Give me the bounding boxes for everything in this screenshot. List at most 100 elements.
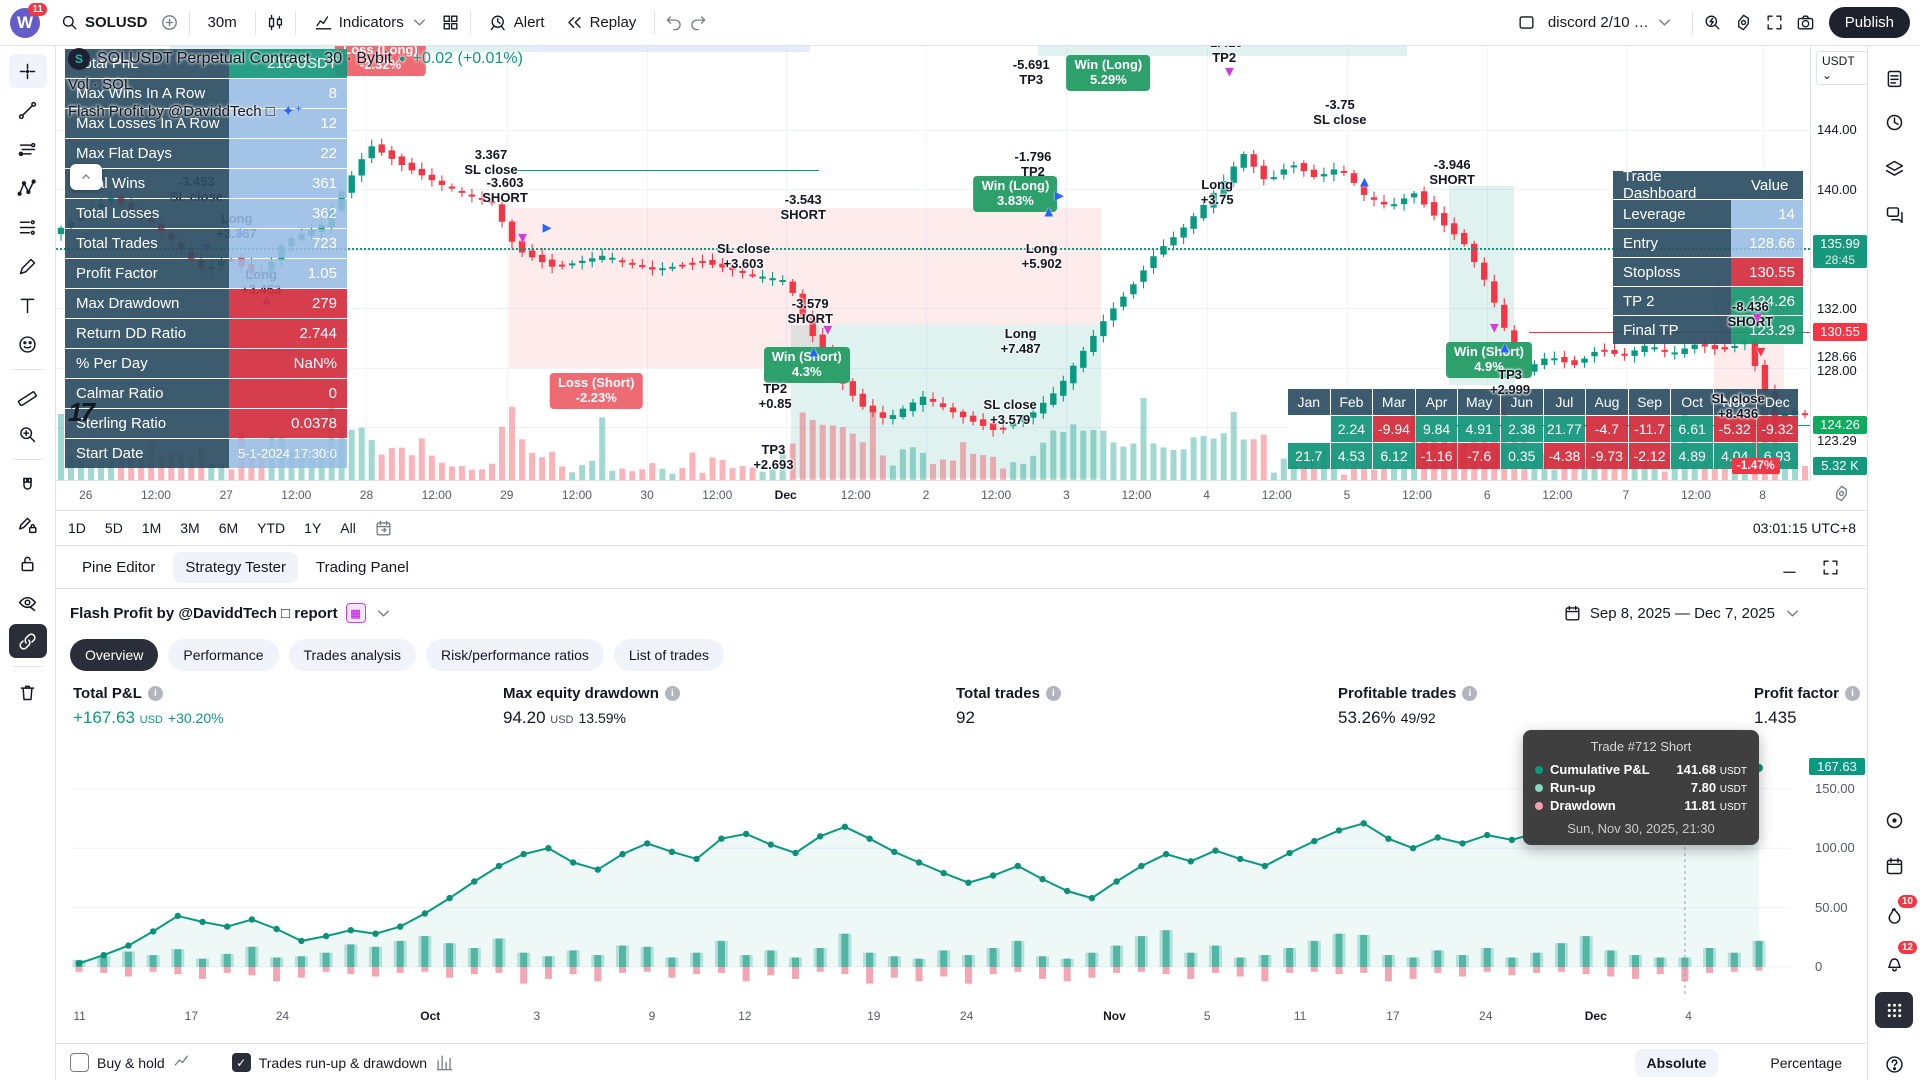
indicators-button[interactable]: Indicators bbox=[306, 8, 437, 37]
dashboard-value: 123.29 bbox=[1731, 316, 1803, 344]
strategy-legend[interactable]: Flash Profit by @DaviddTech □ ✦⁺ bbox=[68, 102, 303, 121]
indicator-templates-icon[interactable] bbox=[441, 13, 460, 32]
subtab-performance[interactable]: Performance bbox=[168, 639, 279, 671]
tab-pine-editor[interactable]: Pine Editor bbox=[82, 558, 156, 576]
symbol-legend[interactable]: S SOLUSDT Perpetual Contract · 30 · Bybi… bbox=[68, 48, 523, 70]
candles-style-icon[interactable] bbox=[266, 13, 285, 32]
range-1y[interactable]: 1Y bbox=[304, 520, 322, 536]
legend-collapse-button[interactable] bbox=[70, 164, 102, 190]
clock-label[interactable]: 03:01:15 UTC+8 bbox=[1752, 520, 1856, 536]
ai-sparkle-icon[interactable]: ✦⁺ bbox=[281, 103, 303, 120]
chevron-down-icon[interactable] bbox=[374, 604, 393, 623]
crosshair-tool[interactable] bbox=[8, 54, 47, 88]
info-icon[interactable]: i bbox=[1462, 686, 1478, 701]
drawing-pencil-lock-tool[interactable] bbox=[9, 507, 47, 541]
dashboard-value-header: Value bbox=[1736, 171, 1803, 199]
trades-runup-toggle[interactable]: ✓ Trades run-up & drawdown bbox=[231, 1053, 454, 1072]
stats-row: Total Losses 362 bbox=[65, 199, 347, 228]
brush-tool[interactable] bbox=[9, 249, 47, 283]
range-6m[interactable]: 6M bbox=[218, 520, 239, 536]
zoom-in-tool[interactable] bbox=[9, 417, 47, 451]
text-tool[interactable] bbox=[9, 288, 47, 322]
currency-unit-button[interactable]: USDT ⌄ bbox=[1816, 51, 1869, 85]
quick-search-icon[interactable] bbox=[1703, 13, 1722, 32]
trash-tool[interactable] bbox=[9, 675, 47, 709]
main-price-chart[interactable]: S SOLUSDT Perpetual Contract · 30 · Bybi… bbox=[56, 46, 1810, 480]
go-to-date-icon[interactable] bbox=[374, 519, 393, 538]
time-axis[interactable]: 26 12:00 27 12:00 28 12:00 29 12:00 30 12:00 Dec 12… bbox=[56, 480, 1810, 511]
undo-icon[interactable] bbox=[665, 13, 684, 32]
compare-add-icon[interactable] bbox=[160, 13, 179, 32]
hide-all-tool[interactable] bbox=[9, 585, 47, 619]
magnet-tool[interactable] bbox=[9, 468, 47, 502]
ruler-tool[interactable] bbox=[9, 378, 47, 412]
range-1m[interactable]: 1M bbox=[141, 520, 162, 536]
calendar-button[interactable] bbox=[1875, 848, 1913, 884]
tradingview-logo[interactable]: 17 bbox=[68, 397, 95, 427]
help-button[interactable] bbox=[1875, 1046, 1913, 1080]
publish-button[interactable]: Publish bbox=[1828, 7, 1910, 38]
tab-strategy-tester[interactable]: Strategy Tester bbox=[173, 551, 298, 583]
flame-button[interactable]: 10 bbox=[1875, 895, 1917, 934]
subtab-overview[interactable]: Overview bbox=[70, 639, 159, 671]
trade-arrow: ▼ bbox=[1486, 319, 1502, 337]
xabcd-pattern-tool[interactable] bbox=[9, 171, 47, 205]
minimize-icon[interactable] bbox=[1780, 558, 1799, 577]
percentage-toggle[interactable]: Percentage bbox=[1770, 1054, 1842, 1071]
maximize-icon[interactable] bbox=[1821, 558, 1840, 577]
alerts-clock-button[interactable] bbox=[1875, 104, 1913, 140]
range-5d[interactable]: 5D bbox=[104, 520, 123, 536]
screenshot-camera-icon[interactable] bbox=[1796, 13, 1815, 32]
range-3m[interactable]: 3M bbox=[180, 520, 200, 536]
symbol-search-button[interactable]: SOLUSD bbox=[52, 8, 156, 37]
replay-button[interactable]: Replay bbox=[557, 8, 645, 37]
trendline-tool[interactable] bbox=[9, 93, 47, 127]
month-header: Aug bbox=[1586, 389, 1628, 415]
workspace-logo[interactable]: W 11 bbox=[10, 2, 47, 38]
redo-icon[interactable] bbox=[688, 13, 707, 32]
tab-trading-panel[interactable]: Trading Panel bbox=[315, 558, 409, 576]
price-axis[interactable]: USDT ⌄ 144.00 140.00 135.99 28:45 132.00 130.… bbox=[1810, 46, 1869, 480]
parallel-channel-tool[interactable] bbox=[9, 132, 47, 166]
buy-hold-checkbox[interactable] bbox=[70, 1053, 89, 1072]
range-ytd[interactable]: YTD bbox=[257, 520, 286, 536]
info-icon[interactable]: i bbox=[664, 686, 680, 701]
stat-value: +167.63 USD +30.20% bbox=[73, 708, 224, 727]
range-1d[interactable]: 1D bbox=[68, 520, 86, 536]
trades-runup-checkbox[interactable]: ✓ bbox=[231, 1053, 251, 1072]
info-icon[interactable]: i bbox=[1045, 686, 1061, 701]
report-icon[interactable]: ▦ bbox=[345, 603, 366, 623]
stat-label: Total Trades bbox=[65, 229, 230, 258]
absolute-toggle[interactable]: Absolute bbox=[1634, 1048, 1719, 1077]
emoji-tool[interactable] bbox=[9, 327, 47, 361]
timezone-gear-icon[interactable] bbox=[1832, 484, 1851, 503]
apps-grid-button[interactable] bbox=[1875, 992, 1913, 1028]
volume-legend[interactable]: Vol · SOL bbox=[68, 76, 133, 93]
bell-button[interactable]: 12 bbox=[1875, 941, 1917, 980]
lock-all-tool[interactable] bbox=[9, 546, 47, 580]
trade-zone-green bbox=[1038, 46, 1407, 56]
range-all[interactable]: All bbox=[340, 520, 356, 536]
buy-hold-toggle[interactable]: Buy & hold bbox=[70, 1053, 192, 1072]
layout-icon[interactable] bbox=[1517, 13, 1536, 32]
backtest-date-range[interactable]: Sep 8, 2025 — Dec 7, 2025 bbox=[1563, 604, 1854, 623]
interval-button[interactable]: 30m bbox=[207, 14, 237, 31]
trade-zone-blue bbox=[529, 46, 811, 52]
settings-gear-icon[interactable] bbox=[1734, 13, 1753, 32]
long-short-position-tool[interactable] bbox=[9, 210, 47, 244]
target-button[interactable] bbox=[1875, 802, 1913, 838]
info-icon[interactable]: i bbox=[147, 686, 163, 701]
link-tool[interactable] bbox=[8, 624, 47, 658]
object-tree-button[interactable] bbox=[1875, 150, 1913, 186]
fullscreen-icon[interactable] bbox=[1765, 13, 1784, 32]
info-icon[interactable]: i bbox=[1845, 686, 1861, 701]
subtab-list-of-trades[interactable]: List of trades bbox=[613, 639, 725, 671]
subtab-risk-performance-ratios[interactable]: Risk/performance ratios bbox=[426, 639, 604, 671]
layout-name-button[interactable]: discord 2/10 … bbox=[1540, 8, 1682, 37]
watchlist-button[interactable] bbox=[1875, 60, 1913, 96]
alert-button[interactable]: Alert bbox=[481, 8, 553, 37]
subtab-trades-analysis[interactable]: Trades analysis bbox=[288, 639, 417, 671]
chat-button[interactable] bbox=[1875, 196, 1913, 232]
strategy-title-row: Flash Profit by @DaviddTech □ report ▦ S… bbox=[56, 589, 1868, 633]
equity-chart[interactable] bbox=[71, 745, 1790, 1007]
